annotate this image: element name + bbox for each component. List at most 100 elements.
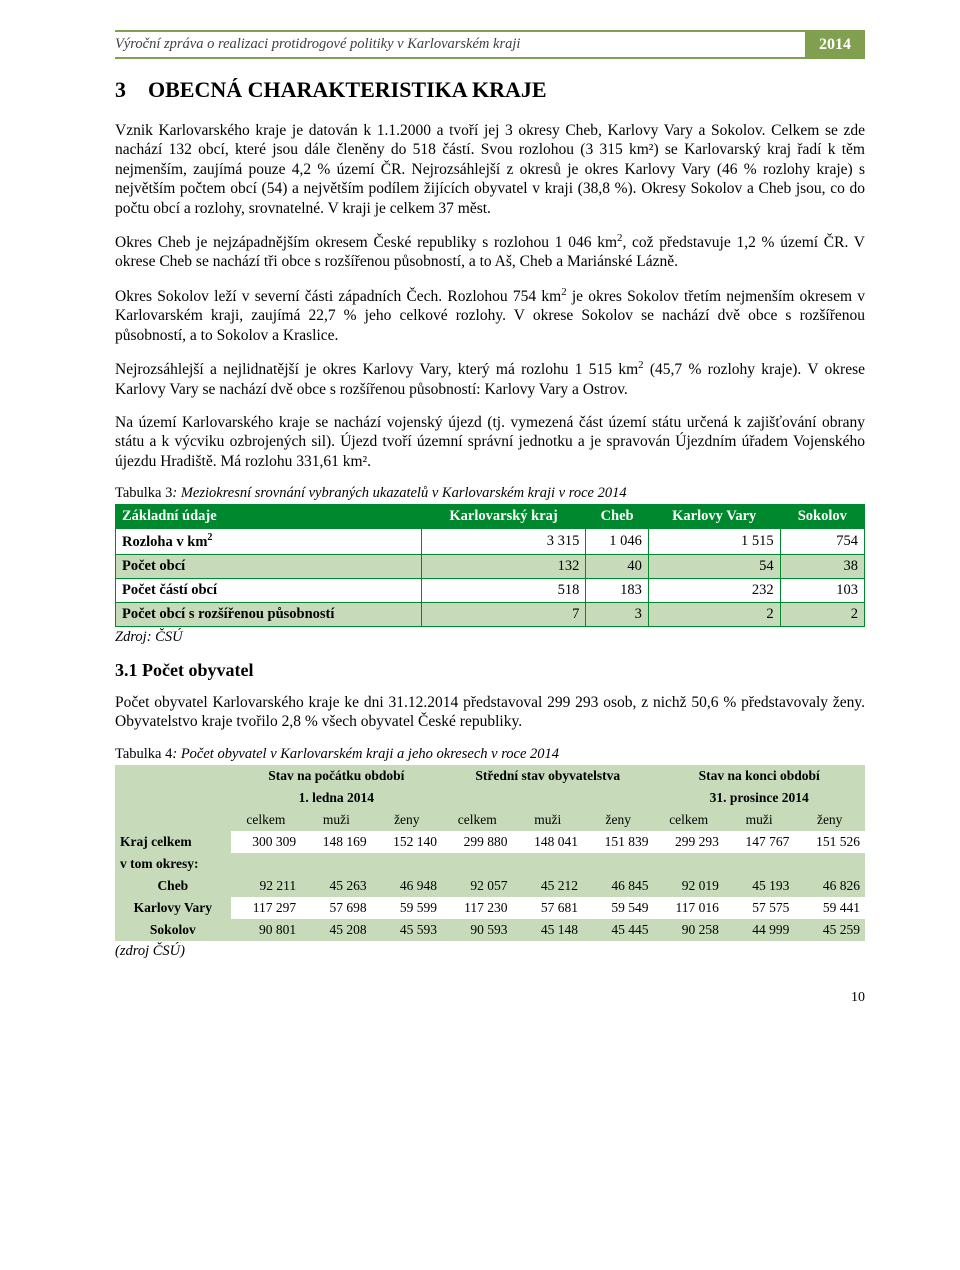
table-row: Počet částí obcí518183232103 (116, 578, 865, 602)
cell: 148 169 (301, 831, 371, 853)
col-header-sub: 31. prosince 2014 (653, 787, 865, 809)
table-row: Karlovy Vary117 29757 69859 599117 23057… (115, 897, 865, 919)
col-header: celkem (653, 809, 723, 831)
cell: 92 211 (231, 875, 301, 897)
row-label: Rozloha v km2 (116, 529, 422, 555)
section-heading: 3 OBECNÁ CHARAKTERISTIKA KRAJE (115, 77, 865, 103)
cell: 45 445 (583, 919, 653, 941)
paragraph: Počet obyvatel Karlovarského kraje ke dn… (115, 693, 865, 732)
cell: 45 212 (513, 875, 583, 897)
cell: 299 880 (442, 831, 512, 853)
cell: 147 767 (724, 831, 794, 853)
header-title: Výroční zpráva o realizaci protidrogové … (115, 30, 805, 59)
cell: 117 016 (653, 897, 723, 919)
cell: 54 (648, 554, 780, 578)
col-header-group: Stav na počátku období (231, 765, 442, 787)
cell: 232 (648, 578, 780, 602)
cell: 3 315 (421, 529, 586, 555)
cell: 57 681 (513, 897, 583, 919)
cell: 90 258 (653, 919, 723, 941)
cell: 57 698 (301, 897, 371, 919)
cell: 40 (586, 554, 648, 578)
cell: 45 263 (301, 875, 371, 897)
caption-prefix: Tabulka 3 (115, 485, 172, 501)
cell: 151 526 (794, 831, 865, 853)
cell: 299 293 (653, 831, 723, 853)
cell: 90 801 (231, 919, 301, 941)
cell: 183 (586, 578, 648, 602)
cell: 518 (421, 578, 586, 602)
section-title: OBECNÁ CHARAKTERISTIKA KRAJE (148, 77, 547, 102)
cell: 45 148 (513, 919, 583, 941)
col-header-empty (115, 765, 231, 831)
table-source: (zdroj ČSÚ) (115, 943, 865, 960)
caption-rest: : Meziokresní srovnání vybraných ukazate… (172, 485, 626, 501)
col-header-group: Střední stav obyvatelstva (442, 765, 653, 787)
paragraph: Okres Sokolov leží v severní části západ… (115, 286, 865, 345)
row-label: Počet obcí (116, 554, 422, 578)
table-caption: Tabulka 3: Meziokresní srovnání vybranýc… (115, 485, 865, 502)
table-row: Počet obcí132405438 (116, 554, 865, 578)
row-label: Počet obcí s rozšířenou působností (116, 602, 422, 626)
cell: 148 041 (513, 831, 583, 853)
row-label: Kraj celkem (115, 831, 231, 853)
col-header: muži (724, 809, 794, 831)
table-row: Sokolov90 80145 20845 59390 59345 14845 … (115, 919, 865, 941)
cell: 3 (586, 602, 648, 626)
cell: 152 140 (372, 831, 442, 853)
col-header: Cheb (586, 505, 648, 529)
table-meziokresni: Základní údaje Karlovarský kraj Cheb Kar… (115, 504, 865, 627)
cell: 38 (780, 554, 864, 578)
cell: 2 (648, 602, 780, 626)
col-header: ženy (372, 809, 442, 831)
col-header-group: Stav na konci období (653, 765, 865, 787)
cell: 132 (421, 554, 586, 578)
cell: 1 046 (586, 529, 648, 555)
cell: 59 549 (583, 897, 653, 919)
table-header-row: Základní údaje Karlovarský kraj Cheb Kar… (116, 505, 865, 529)
row-label: Počet částí obcí (116, 578, 422, 602)
col-header: muži (301, 809, 371, 831)
table-header-row: Stav na počátku období Střední stav obyv… (115, 765, 865, 787)
col-header: Karlovarský kraj (421, 505, 586, 529)
paragraph: Vznik Karlovarského kraje je datován k 1… (115, 121, 865, 218)
col-header: Sokolov (780, 505, 864, 529)
row-subheader: v tom okresy: (115, 853, 865, 875)
text: Vznik Karlovarského kraje je datován k 1… (115, 122, 771, 139)
col-header: Karlovy Vary (648, 505, 780, 529)
table-obyvatel: Stav na počátku období Střední stav obyv… (115, 765, 865, 941)
cell: 117 297 (231, 897, 301, 919)
col-header: celkem (231, 809, 301, 831)
paragraph: Okres Cheb je nejzápadnějším okresem Čes… (115, 232, 865, 272)
table-row: Počet obcí s rozšířenou působností7322 (116, 602, 865, 626)
row-label: Karlovy Vary (115, 897, 231, 919)
cell: 90 593 (442, 919, 512, 941)
col-header: muži (513, 809, 583, 831)
header-year: 2014 (805, 30, 865, 59)
row-label: Cheb (115, 875, 231, 897)
cell: 45 259 (794, 919, 865, 941)
row-label: Sokolov (115, 919, 231, 941)
col-header-sub: 1. ledna 2014 (231, 787, 442, 809)
cell: 44 999 (724, 919, 794, 941)
page-number: 10 (115, 990, 865, 1006)
paragraph: Nejrozsáhlejší a nejlidnatější je okres … (115, 359, 865, 399)
table-row: v tom okresy: (115, 853, 865, 875)
cell: 300 309 (231, 831, 301, 853)
cell: 103 (780, 578, 864, 602)
table-source: Zdroj: ČSÚ (115, 629, 865, 646)
subsection-heading: 3.1 Počet obyvatel (115, 660, 865, 681)
text: Okres Cheb je nejzápadnějším okresem Čes… (115, 234, 617, 251)
cell: 45 208 (301, 919, 371, 941)
table-caption: Tabulka 4: Počet obyvatel v Karlovarském… (115, 746, 865, 763)
section-number: 3 (115, 77, 126, 102)
table-row: Rozloha v km23 3151 0461 515754 (116, 529, 865, 555)
cell: 151 839 (583, 831, 653, 853)
col-header: Základní údaje (116, 505, 422, 529)
table-row: Cheb92 21145 26346 94892 05745 21246 845… (115, 875, 865, 897)
text: Okres Sokolov leží v severní části západ… (115, 288, 561, 305)
cell: 754 (780, 529, 864, 555)
cell: 46 826 (794, 875, 865, 897)
caption-prefix: Tabulka 4 (115, 746, 172, 762)
cell: 45 593 (372, 919, 442, 941)
